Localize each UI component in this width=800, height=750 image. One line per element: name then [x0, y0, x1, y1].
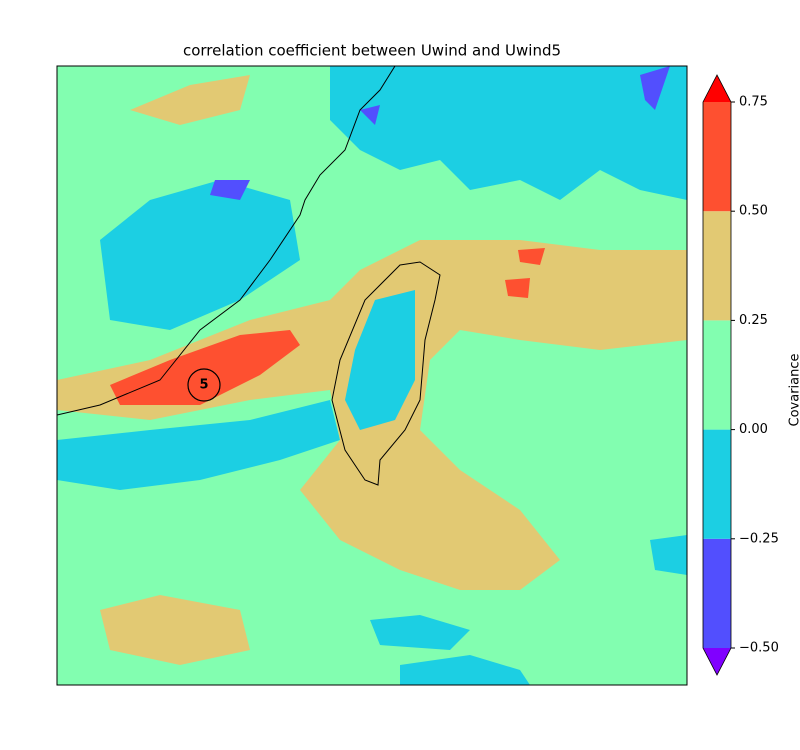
- colorbar-extend-max: [703, 75, 731, 102]
- coastline: [57, 66, 396, 416]
- region: [100, 595, 250, 665]
- region: [330, 66, 687, 200]
- map-frame: [56, 65, 688, 686]
- region: [130, 75, 250, 125]
- colorbar-tick-label: 0.00: [739, 422, 768, 437]
- region: [640, 66, 670, 110]
- region: [345, 290, 415, 430]
- region: [110, 330, 300, 405]
- region: [370, 615, 470, 650]
- colorbar-band: [703, 429, 731, 539]
- region: [400, 655, 530, 685]
- region: [57, 400, 340, 490]
- region: [650, 535, 687, 575]
- region: [100, 180, 300, 330]
- region: [210, 180, 250, 200]
- colorbar-extend-min: [703, 648, 731, 675]
- colorbar-band: [703, 320, 731, 430]
- map: 5: [57, 66, 687, 685]
- colorbar-tick-label: −0.50: [739, 641, 779, 656]
- colorbar-tick-label: 0.50: [739, 204, 768, 219]
- region: [505, 278, 530, 298]
- coastline: [331, 261, 441, 486]
- region: [518, 248, 545, 265]
- colorbar-band: [703, 538, 731, 648]
- colorbar-tick-label: −0.25: [739, 531, 779, 546]
- colorbar-band: [703, 102, 731, 212]
- marker-label: 5: [199, 378, 208, 393]
- map-title: correlation coefficient between Uwind an…: [183, 42, 561, 60]
- colorbar: −0.50 −0.25 0.00 0.25 0.50 0.75: [702, 74, 779, 676]
- marker: [187, 368, 221, 402]
- colorbar-band: [703, 211, 731, 321]
- colorbar-tick-label: 0.75: [739, 95, 768, 110]
- region: [360, 105, 380, 125]
- colorbar-label: Covariance: [788, 354, 800, 427]
- colorbar-tick-label: 0.25: [739, 313, 768, 328]
